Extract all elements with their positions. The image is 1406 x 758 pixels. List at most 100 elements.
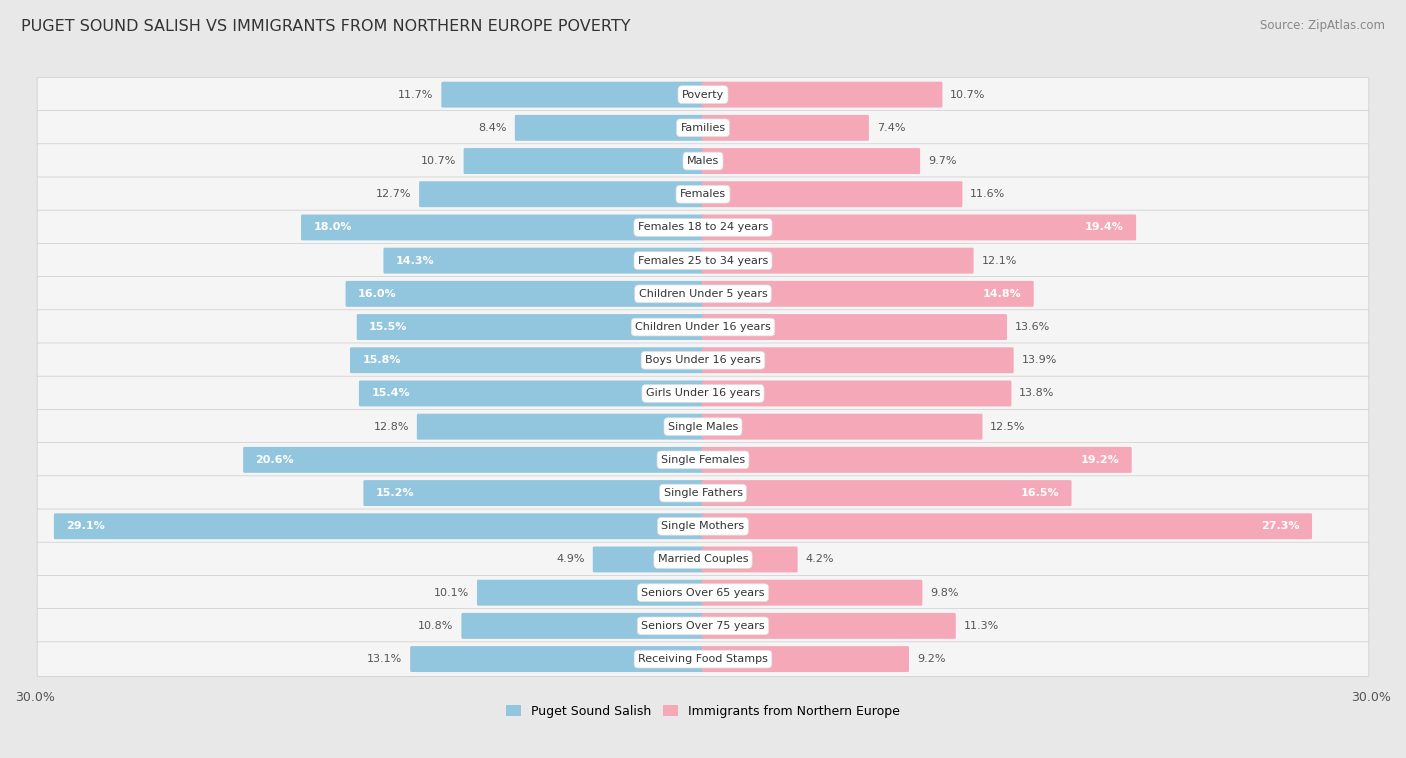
Text: Females 25 to 34 years: Females 25 to 34 years xyxy=(638,255,768,265)
FancyBboxPatch shape xyxy=(702,248,973,274)
Text: 9.7%: 9.7% xyxy=(928,156,956,166)
FancyBboxPatch shape xyxy=(702,347,1014,373)
FancyBboxPatch shape xyxy=(702,181,963,207)
FancyBboxPatch shape xyxy=(37,144,1369,178)
Text: 11.3%: 11.3% xyxy=(963,621,998,631)
FancyBboxPatch shape xyxy=(702,281,1033,307)
FancyBboxPatch shape xyxy=(702,82,942,108)
FancyBboxPatch shape xyxy=(301,215,704,240)
FancyBboxPatch shape xyxy=(37,542,1369,577)
Text: 4.2%: 4.2% xyxy=(806,555,834,565)
Text: Married Couples: Married Couples xyxy=(658,555,748,565)
FancyBboxPatch shape xyxy=(37,310,1369,344)
FancyBboxPatch shape xyxy=(702,547,797,572)
Text: Single Males: Single Males xyxy=(668,421,738,431)
Text: 15.8%: 15.8% xyxy=(363,356,401,365)
FancyBboxPatch shape xyxy=(702,513,1312,539)
FancyBboxPatch shape xyxy=(37,277,1369,311)
FancyBboxPatch shape xyxy=(37,575,1369,610)
FancyBboxPatch shape xyxy=(243,447,704,473)
FancyBboxPatch shape xyxy=(384,248,704,274)
FancyBboxPatch shape xyxy=(37,642,1369,676)
FancyBboxPatch shape xyxy=(37,509,1369,543)
Text: Single Mothers: Single Mothers xyxy=(661,522,745,531)
Text: 27.3%: 27.3% xyxy=(1261,522,1299,531)
FancyBboxPatch shape xyxy=(464,148,704,174)
Text: 14.8%: 14.8% xyxy=(983,289,1021,299)
Text: 16.5%: 16.5% xyxy=(1021,488,1059,498)
Legend: Puget Sound Salish, Immigrants from Northern Europe: Puget Sound Salish, Immigrants from Nort… xyxy=(501,700,905,722)
FancyBboxPatch shape xyxy=(416,414,704,440)
FancyBboxPatch shape xyxy=(37,476,1369,510)
Text: 12.5%: 12.5% xyxy=(990,421,1025,431)
Text: 12.8%: 12.8% xyxy=(374,421,409,431)
Text: 10.7%: 10.7% xyxy=(950,89,986,99)
FancyBboxPatch shape xyxy=(702,613,956,639)
Text: 20.6%: 20.6% xyxy=(256,455,294,465)
FancyBboxPatch shape xyxy=(411,646,704,672)
Text: 12.7%: 12.7% xyxy=(375,190,412,199)
FancyBboxPatch shape xyxy=(350,347,704,373)
FancyBboxPatch shape xyxy=(702,447,1132,473)
FancyBboxPatch shape xyxy=(441,82,704,108)
FancyBboxPatch shape xyxy=(461,613,704,639)
Text: 4.9%: 4.9% xyxy=(557,555,585,565)
Text: 15.5%: 15.5% xyxy=(368,322,408,332)
FancyBboxPatch shape xyxy=(702,580,922,606)
Text: PUGET SOUND SALISH VS IMMIGRANTS FROM NORTHERN EUROPE POVERTY: PUGET SOUND SALISH VS IMMIGRANTS FROM NO… xyxy=(21,19,630,34)
FancyBboxPatch shape xyxy=(37,177,1369,211)
FancyBboxPatch shape xyxy=(702,314,1007,340)
FancyBboxPatch shape xyxy=(37,343,1369,377)
Text: 13.1%: 13.1% xyxy=(367,654,402,664)
FancyBboxPatch shape xyxy=(37,409,1369,444)
FancyBboxPatch shape xyxy=(363,480,704,506)
Text: Single Females: Single Females xyxy=(661,455,745,465)
FancyBboxPatch shape xyxy=(702,480,1071,506)
Text: Males: Males xyxy=(688,156,718,166)
Text: Children Under 5 years: Children Under 5 years xyxy=(638,289,768,299)
Text: 29.1%: 29.1% xyxy=(66,522,105,531)
Text: 13.8%: 13.8% xyxy=(1019,388,1054,399)
Text: 10.7%: 10.7% xyxy=(420,156,456,166)
FancyBboxPatch shape xyxy=(419,181,704,207)
FancyBboxPatch shape xyxy=(702,414,983,440)
Text: Females: Females xyxy=(681,190,725,199)
FancyBboxPatch shape xyxy=(346,281,704,307)
Text: Females 18 to 24 years: Females 18 to 24 years xyxy=(638,222,768,233)
Text: 16.0%: 16.0% xyxy=(359,289,396,299)
FancyBboxPatch shape xyxy=(359,381,704,406)
Text: 8.4%: 8.4% xyxy=(478,123,508,133)
Text: Poverty: Poverty xyxy=(682,89,724,99)
FancyBboxPatch shape xyxy=(37,443,1369,477)
FancyBboxPatch shape xyxy=(515,115,704,141)
Text: Girls Under 16 years: Girls Under 16 years xyxy=(645,388,761,399)
Text: Source: ZipAtlas.com: Source: ZipAtlas.com xyxy=(1260,19,1385,32)
Text: 12.1%: 12.1% xyxy=(981,255,1017,265)
FancyBboxPatch shape xyxy=(53,513,704,539)
Text: 7.4%: 7.4% xyxy=(877,123,905,133)
Text: 9.8%: 9.8% xyxy=(931,587,959,597)
Text: Families: Families xyxy=(681,123,725,133)
Text: 13.6%: 13.6% xyxy=(1015,322,1050,332)
Text: 14.3%: 14.3% xyxy=(395,255,434,265)
Text: 15.4%: 15.4% xyxy=(371,388,409,399)
FancyBboxPatch shape xyxy=(357,314,704,340)
Text: Receiving Food Stamps: Receiving Food Stamps xyxy=(638,654,768,664)
Text: 13.9%: 13.9% xyxy=(1021,356,1057,365)
Text: 11.6%: 11.6% xyxy=(970,190,1005,199)
Text: 9.2%: 9.2% xyxy=(917,654,945,664)
Text: 10.8%: 10.8% xyxy=(418,621,454,631)
FancyBboxPatch shape xyxy=(477,580,704,606)
FancyBboxPatch shape xyxy=(702,115,869,141)
Text: 18.0%: 18.0% xyxy=(314,222,352,233)
Text: 19.4%: 19.4% xyxy=(1085,222,1123,233)
Text: 15.2%: 15.2% xyxy=(375,488,415,498)
Text: Boys Under 16 years: Boys Under 16 years xyxy=(645,356,761,365)
FancyBboxPatch shape xyxy=(702,381,1011,406)
Text: Seniors Over 75 years: Seniors Over 75 years xyxy=(641,621,765,631)
FancyBboxPatch shape xyxy=(37,243,1369,278)
FancyBboxPatch shape xyxy=(37,210,1369,245)
FancyBboxPatch shape xyxy=(37,376,1369,411)
Text: Single Fathers: Single Fathers xyxy=(664,488,742,498)
Text: Seniors Over 65 years: Seniors Over 65 years xyxy=(641,587,765,597)
